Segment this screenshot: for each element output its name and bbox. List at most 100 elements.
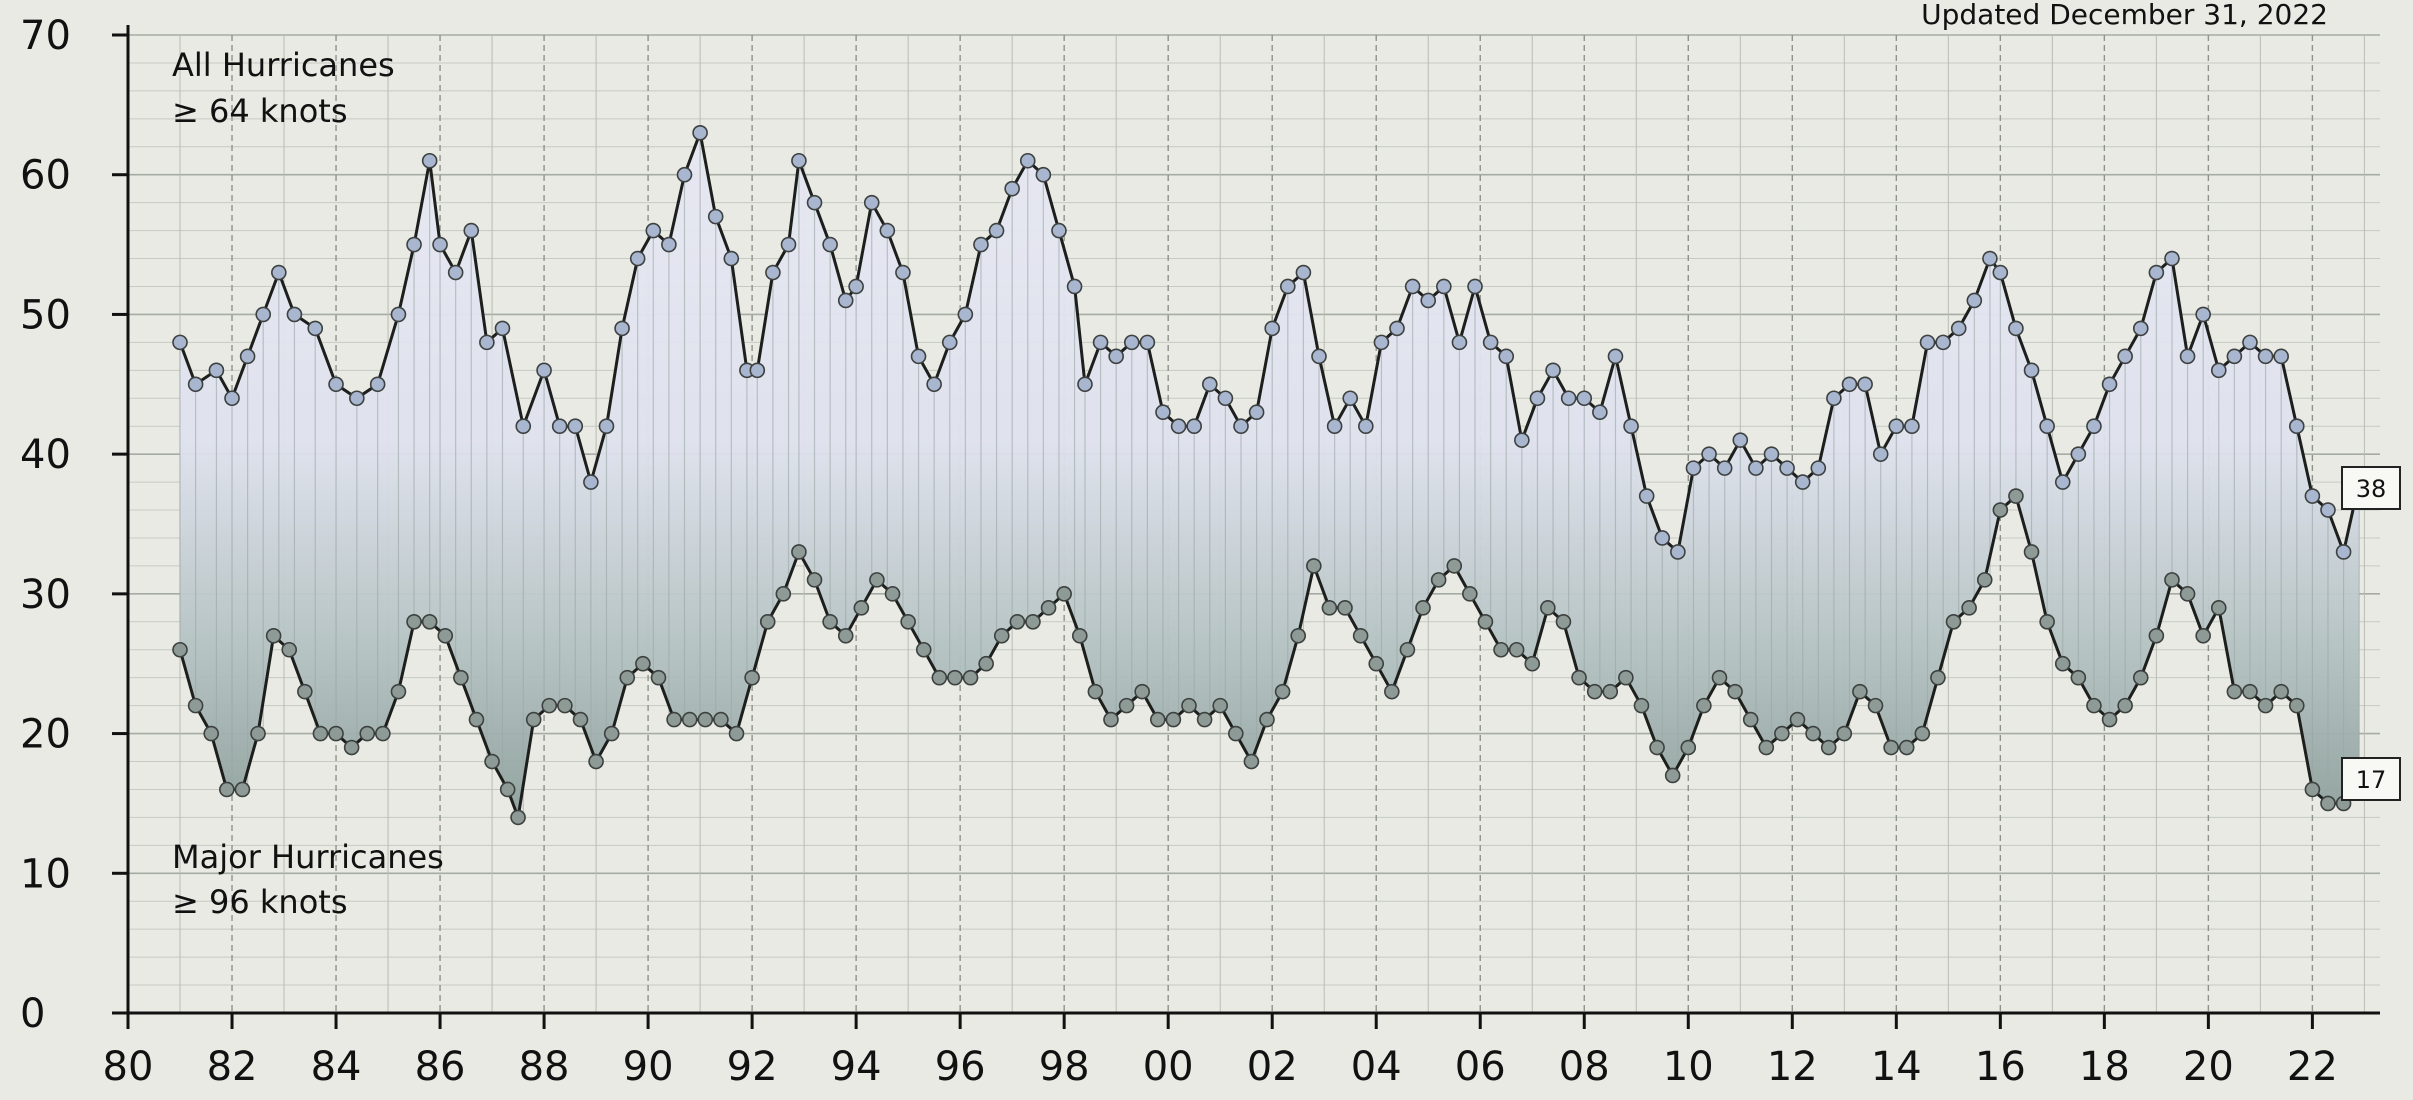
data-point-1: [312, 725, 329, 742]
data-point-0: [1123, 334, 1140, 351]
data-point-0: [1467, 278, 1483, 295]
data-point-1: [572, 711, 589, 728]
data-point-0: [1763, 446, 1780, 462]
data-point-0: [1280, 278, 1296, 295]
data-point-0: [515, 418, 532, 435]
data-point-1: [1321, 600, 1338, 616]
data-point-0: [2288, 418, 2305, 435]
data-point-0: [1950, 320, 1967, 337]
data-point-0: [765, 264, 781, 281]
data-point-1: [1852, 683, 1868, 700]
data-point-0: [1638, 488, 1655, 504]
data-point-0: [1092, 334, 1109, 351]
data-point-0: [1701, 446, 1717, 462]
x-tick-label: 10: [1663, 1044, 1714, 1090]
data-point-0: [172, 334, 188, 351]
data-point-0: [2070, 446, 2087, 462]
data-point-0: [1404, 278, 1421, 295]
data-point-0: [1607, 348, 1624, 365]
data-point-1: [1087, 683, 1104, 700]
band-fill: [180, 132, 2360, 818]
x-tick-label: 04: [1351, 1044, 1402, 1090]
data-point-0: [910, 348, 927, 365]
data-point-1: [993, 627, 1010, 644]
y-tick-label: 10: [20, 851, 71, 897]
data-point-1: [635, 655, 651, 672]
data-point-1: [297, 683, 313, 700]
data-point-1: [203, 725, 220, 742]
data-point-0: [822, 236, 838, 253]
data-point-1: [603, 725, 620, 742]
data-point-1: [1165, 711, 1182, 728]
x-tick-label: 18: [2079, 1044, 2130, 1090]
data-point-0: [1670, 544, 1686, 560]
data-point-1: [265, 627, 282, 644]
data-point-0: [1451, 334, 1468, 351]
data-point-0: [1170, 418, 1187, 435]
data-point-1: [1571, 669, 1587, 686]
x-tick-label: 08: [1559, 1044, 1610, 1090]
axes: 0 10 20 30 40 50 60 70 80 82 84 86 88 90 92 94 96 98 00 02 0…: [20, 13, 2380, 1090]
data-point-1: [1415, 600, 1431, 616]
data-point-0: [879, 222, 896, 239]
data-point-1: [650, 669, 667, 686]
x-tick-label: 92: [727, 1044, 778, 1090]
data-point-1: [421, 613, 438, 630]
data-point-1: [1368, 655, 1385, 672]
data-point-0: [1051, 222, 1067, 239]
data-point-1: [1992, 502, 2009, 518]
data-point-0: [1592, 404, 1608, 421]
data-point-1: [187, 697, 204, 714]
data-point-0: [780, 236, 797, 253]
x-tick-label: 94: [831, 1044, 882, 1090]
data-point-1: [2226, 683, 2243, 700]
x-tick-label: 06: [1455, 1044, 1506, 1090]
data-point-1: [1477, 613, 1494, 630]
data-point-1: [1602, 683, 1619, 700]
data-point-1: [2086, 697, 2102, 714]
data-point-1: [884, 586, 901, 602]
data-point-1: [2304, 781, 2321, 798]
data-point-1: [728, 725, 745, 742]
data-point-0: [2132, 320, 2149, 337]
data-point-0: [1982, 250, 1998, 267]
data-point-1: [1430, 572, 1447, 588]
data-point-1: [681, 711, 698, 728]
data-point-0: [848, 278, 864, 295]
data-point-1: [2320, 795, 2336, 812]
data-point-0: [2086, 418, 2102, 435]
major-hurricanes-threshold: ≥ 96 knots: [172, 883, 347, 921]
x-tick-label: 20: [2183, 1044, 2234, 1090]
data-point-1: [713, 711, 729, 728]
data-point-1: [1399, 641, 1416, 658]
data-point-0: [1966, 292, 1983, 309]
x-tick-label: 98: [1039, 1044, 1090, 1090]
data-point-0: [2210, 362, 2227, 379]
data-point-1: [1618, 669, 1634, 686]
data-point-1: [697, 711, 714, 728]
data-point-1: [499, 781, 516, 798]
data-point-0: [1919, 334, 1936, 351]
data-point-0: [421, 152, 438, 169]
data-point-0: [661, 236, 677, 253]
data-point-0: [390, 306, 407, 323]
data-point-1: [1493, 641, 1509, 658]
data-point-1: [1259, 711, 1275, 728]
data-point-1: [947, 669, 963, 686]
data-point-1: [1789, 711, 1806, 728]
updated-label: Updated December 31, 2022: [1921, 0, 2328, 31]
data-point-1: [468, 711, 485, 728]
all-hurricanes-threshold: ≥ 64 knots: [172, 92, 347, 130]
data-point-0: [1077, 376, 1093, 393]
data-point-0: [1794, 474, 1811, 490]
data-point-1: [557, 697, 573, 714]
x-tick-label: 90: [623, 1044, 674, 1090]
data-point-1: [1056, 586, 1072, 602]
data-point-0: [2039, 418, 2055, 435]
data-point-1: [744, 669, 760, 686]
data-point-1: [1742, 711, 1759, 728]
data-point-1: [1103, 711, 1119, 728]
data-point-1: [1945, 613, 1962, 630]
x-tick-label: 00: [1143, 1044, 1194, 1090]
